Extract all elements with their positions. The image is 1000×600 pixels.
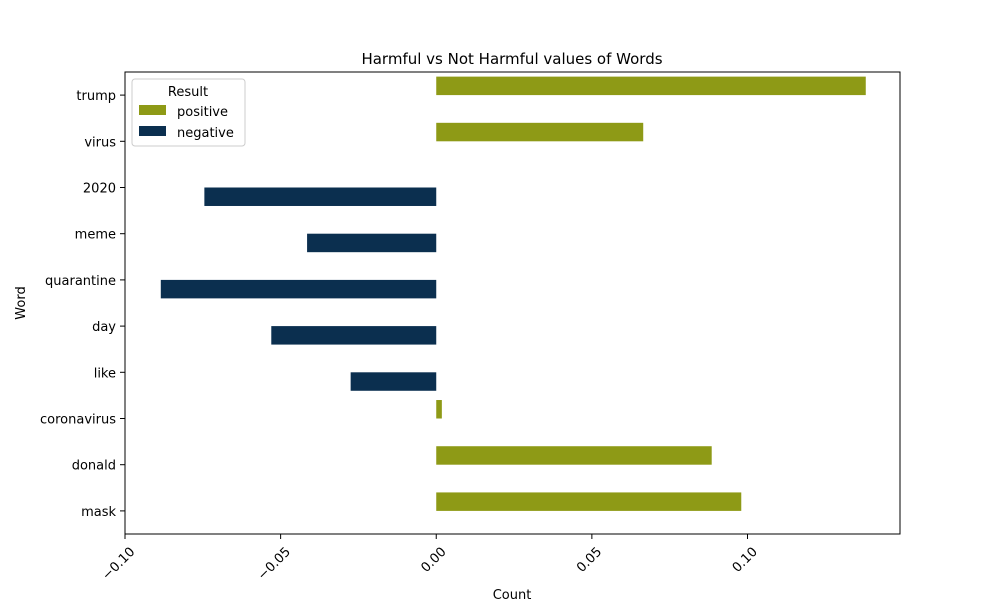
x-axis-ticks: −0.10 −0.05 0.00 0.05 0.10 bbox=[99, 534, 761, 584]
bar-positive-coronavirus bbox=[436, 400, 442, 419]
bar-positive-virus bbox=[436, 122, 644, 142]
y-tick-label-like: like bbox=[94, 366, 116, 381]
chart-title: Harmful vs Not Harmful values of Words bbox=[361, 50, 662, 68]
legend-swatch-positive bbox=[139, 105, 166, 115]
bar-positive-donald bbox=[436, 446, 712, 465]
legend-label-negative: negative bbox=[177, 126, 234, 141]
y-tick-label-quarantine: quarantine bbox=[45, 274, 116, 289]
legend-title: Result bbox=[168, 85, 208, 100]
y-tick-label-virus: virus bbox=[84, 135, 116, 150]
y-tick-label-mask: mask bbox=[81, 505, 116, 520]
bar-negative-day bbox=[271, 326, 437, 345]
x-tick-label: 0.00 bbox=[418, 545, 449, 576]
x-axis-label: Count bbox=[493, 588, 532, 600]
bar-positive-trump bbox=[436, 76, 866, 96]
x-tick-label: 0.05 bbox=[574, 545, 605, 576]
y-axis-ticks: trump virus 2020 meme quarantine day like coron… bbox=[40, 89, 125, 520]
legend-label-positive: positive bbox=[177, 105, 228, 120]
x-tick-label: 0.10 bbox=[730, 545, 761, 576]
y-tick-label-trump: trump bbox=[76, 89, 116, 104]
y-tick-label-coronavirus: coronavirus bbox=[40, 413, 116, 428]
bar-negative-like bbox=[350, 372, 437, 391]
bar-negative-2020 bbox=[204, 187, 437, 206]
y-tick-label-donald: donald bbox=[72, 459, 116, 474]
y-tick-label-meme: meme bbox=[75, 228, 116, 243]
y-tick-label-day: day bbox=[92, 320, 116, 335]
bar-positive-mask bbox=[436, 492, 742, 511]
y-tick-label-2020: 2020 bbox=[83, 182, 116, 197]
y-axis-label: Word bbox=[14, 286, 29, 319]
legend-swatch-negative bbox=[139, 126, 166, 136]
bars-group bbox=[160, 76, 866, 511]
x-tick-label: −0.10 bbox=[99, 545, 138, 584]
bar-negative-meme bbox=[307, 233, 437, 253]
bar-negative-quarantine bbox=[160, 279, 437, 299]
x-tick-label: −0.05 bbox=[255, 545, 294, 584]
legend: Result positive negative bbox=[131, 78, 246, 147]
plot-frame bbox=[124, 71, 901, 535]
